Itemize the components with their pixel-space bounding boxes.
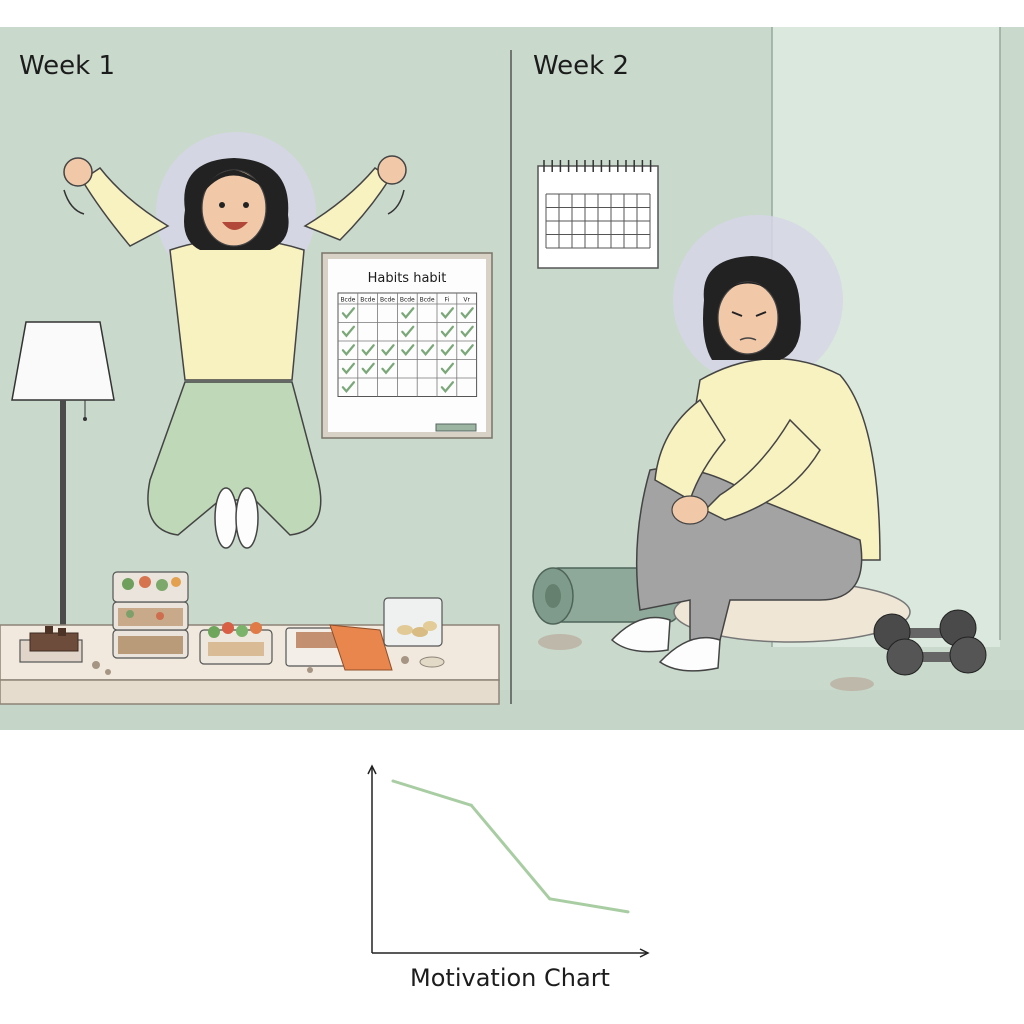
panel-title-week1: Week 1 [19, 51, 115, 81]
check-icon [361, 362, 375, 375]
habit-column-header: Bcde [360, 297, 375, 304]
habit-board-title: Habits habit [368, 271, 447, 286]
check-icon [341, 325, 355, 338]
wall-calendar [537, 160, 659, 269]
check-icon [341, 307, 355, 319]
salad-container-icon [199, 622, 273, 665]
chart-point [548, 897, 552, 901]
check-icon [341, 362, 355, 375]
check-icon [421, 344, 435, 356]
dust [830, 677, 874, 691]
check-icon [341, 344, 355, 356]
dust [538, 634, 582, 650]
panel-title-week2: Week 2 [533, 51, 629, 81]
chocolate-icon [19, 626, 83, 663]
motivation-line [392, 779, 629, 914]
floor-lamp [11, 321, 115, 628]
motivation-chart: Motivation Chart [367, 764, 650, 992]
person-jumping-week1 [63, 132, 407, 549]
dumbbell-icon [873, 609, 987, 676]
crumbs [92, 656, 445, 675]
check-icon [341, 381, 355, 393]
check-icon [440, 362, 454, 375]
check-icon [401, 307, 415, 319]
chart-point [469, 803, 473, 807]
check-icon [440, 344, 454, 356]
chart-point [626, 910, 630, 914]
habit-column-header: Bcde [340, 297, 355, 304]
check-icon [361, 344, 375, 356]
snack-jar-icon [383, 597, 443, 647]
chart-point [391, 779, 395, 783]
check-icon [401, 325, 415, 338]
meal-prep-containers-icon [112, 571, 189, 659]
check-icon [460, 307, 474, 319]
habit-column-header: Bcde [420, 297, 435, 304]
check-icon [381, 362, 395, 375]
wrapped-food-container-icon [285, 624, 393, 671]
check-icon [381, 344, 395, 356]
habit-column-header: Vr [463, 297, 470, 304]
check-icon [460, 344, 474, 356]
habit-tracker-board: Habits habit Bcde Bcde Bcde Bcde Bcde Fi Vr [321, 252, 493, 439]
check-icon [440, 325, 454, 338]
check-icon [460, 325, 474, 338]
habit-column-header: Fi [445, 297, 450, 304]
check-icon [401, 344, 415, 356]
chart-title: Motivation Chart [410, 964, 610, 992]
check-icon [440, 381, 454, 393]
check-icon [440, 307, 454, 319]
habit-column-header: Bcde [400, 297, 415, 304]
person-sitting-week2 [610, 215, 881, 672]
habit-column-header: Bcde [380, 297, 395, 304]
